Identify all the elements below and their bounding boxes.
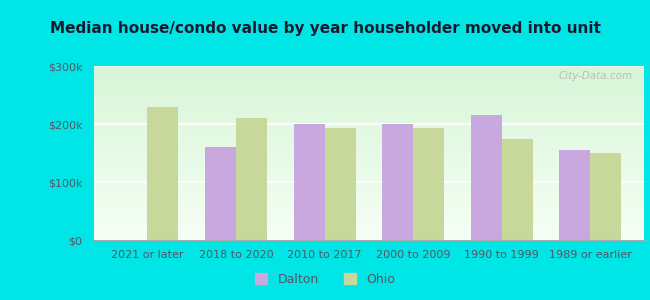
- Bar: [294, 124, 324, 240]
- Bar: [502, 139, 533, 240]
- Text: Median house/condo value by year householder moved into unit: Median house/condo value by year househo…: [49, 21, 601, 36]
- Bar: [590, 153, 621, 240]
- Bar: [205, 147, 236, 240]
- Text: City-Data.com: City-Data.com: [558, 71, 632, 81]
- Bar: [148, 106, 178, 240]
- Bar: [471, 115, 502, 240]
- Legend: Dalton, Ohio: Dalton, Ohio: [250, 268, 400, 291]
- Bar: [560, 150, 590, 240]
- Bar: [236, 118, 267, 240]
- Bar: [413, 128, 444, 240]
- Bar: [324, 128, 356, 240]
- Bar: [382, 124, 413, 240]
